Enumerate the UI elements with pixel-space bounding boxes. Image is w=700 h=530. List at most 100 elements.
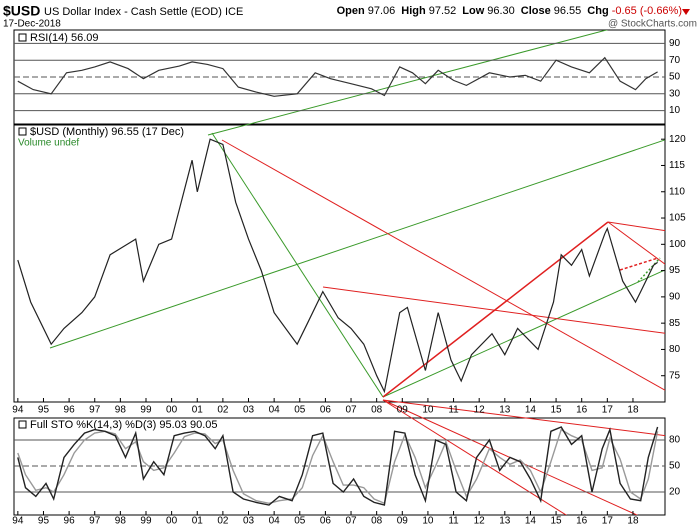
x-tick-label: 08 bbox=[371, 516, 383, 527]
volume-legend: Volume undef bbox=[18, 138, 79, 149]
x-tick-label: 02 bbox=[217, 516, 229, 527]
x-tick-label: 18 bbox=[627, 405, 639, 416]
x-tick-label: 94 bbox=[12, 405, 24, 416]
data-line bbox=[17, 56, 658, 97]
data-line bbox=[17, 426, 659, 506]
data-line bbox=[17, 428, 659, 505]
x-tick-label: 97 bbox=[89, 516, 101, 527]
trendline bbox=[637, 257, 661, 283]
date: 17-Dec-2018 bbox=[3, 19, 61, 30]
data-line bbox=[17, 138, 658, 394]
quote-label: Open bbox=[336, 5, 365, 17]
x-tick-label: 07 bbox=[345, 516, 357, 527]
trendline bbox=[382, 269, 665, 398]
panel-icon bbox=[18, 420, 27, 429]
x-tick-label: 98 bbox=[115, 405, 127, 416]
x-tick-label: 12 bbox=[474, 516, 486, 527]
y-tick-label: 20 bbox=[669, 487, 681, 498]
quote-value: 96.55 bbox=[553, 5, 582, 17]
x-tick-label: 01 bbox=[192, 516, 204, 527]
x-tick-label: 04 bbox=[269, 405, 281, 416]
trendline bbox=[607, 221, 665, 232]
x-tick-label: 95 bbox=[38, 405, 50, 416]
y-tick-label: 80 bbox=[669, 344, 681, 355]
quote-value: 97.52 bbox=[428, 5, 457, 17]
quote-label: Low bbox=[462, 5, 485, 17]
x-tick-label: 13 bbox=[499, 516, 511, 527]
trendline bbox=[221, 139, 665, 391]
x-tick-label: 00 bbox=[166, 405, 178, 416]
x-tick-label: 06 bbox=[320, 516, 332, 527]
x-tick-label: 04 bbox=[269, 516, 281, 527]
index-name: US Dollar Index - Cash Settle (EOD) ICE bbox=[44, 6, 243, 18]
x-tick-label: 96 bbox=[64, 516, 76, 527]
x-tick-label: 99 bbox=[140, 516, 152, 527]
y-tick-label: 90 bbox=[669, 38, 681, 49]
y-tick-label: 120 bbox=[669, 134, 686, 145]
quote-value: -0.65 (-0.66%) bbox=[611, 5, 682, 17]
trendlines bbox=[49, 30, 665, 515]
quote-label: Chg bbox=[587, 5, 609, 17]
y-tick-label: 115 bbox=[669, 160, 685, 171]
trendline bbox=[382, 399, 639, 515]
x-tick-label: 99 bbox=[140, 405, 152, 416]
x-tick-label: 09 bbox=[397, 405, 409, 416]
trendline bbox=[382, 399, 665, 437]
y-tick-label: 95 bbox=[669, 265, 681, 276]
x-tick-label: 16 bbox=[576, 516, 588, 527]
quote-label: High bbox=[401, 5, 426, 17]
x-tick-label: 98 bbox=[115, 516, 127, 527]
x-tick-label: 18 bbox=[627, 516, 639, 527]
x-tick-label: 01 bbox=[192, 405, 204, 416]
quote-label: Close bbox=[520, 5, 551, 17]
trendline bbox=[211, 132, 384, 398]
trendline bbox=[619, 257, 659, 271]
x-tick-label: 10 bbox=[422, 405, 434, 416]
x-tick-label: 14 bbox=[525, 405, 537, 416]
x-tick-label: 17 bbox=[602, 405, 614, 416]
x-tick-label: 11 bbox=[448, 405, 459, 416]
y-tick-label: 110 bbox=[669, 186, 685, 197]
x-tick-label: 00 bbox=[166, 516, 178, 527]
rsi-title: RSI(14) 56.09 bbox=[30, 32, 98, 44]
x-tick-label: 07 bbox=[345, 405, 357, 416]
panel-icon bbox=[18, 33, 27, 42]
down-arrow bbox=[682, 9, 690, 15]
trendline bbox=[49, 139, 665, 349]
x-tick-label: 16 bbox=[576, 405, 588, 416]
quote-value: 96.30 bbox=[487, 5, 515, 17]
x-tick-label: 05 bbox=[294, 405, 306, 416]
trendline bbox=[322, 286, 665, 334]
y-tick-label: 90 bbox=[669, 292, 681, 303]
symbol: $USD bbox=[3, 3, 40, 19]
panel-icon bbox=[18, 127, 27, 136]
x-tick-label: 13 bbox=[499, 405, 511, 416]
x-tick-label: 03 bbox=[243, 516, 255, 527]
x-tick-label: 11 bbox=[448, 516, 459, 527]
y-tick-label: 50 bbox=[669, 461, 681, 472]
y-tick-label: 85 bbox=[669, 318, 681, 329]
quote: Open 97.06 High 97.52 Low 96.30 Close 96.55 Chg -… bbox=[331, 5, 682, 17]
trendline bbox=[382, 221, 609, 398]
y-tick-label: 70 bbox=[669, 55, 681, 66]
x-tick-label: 94 bbox=[12, 516, 24, 527]
x-tick-label: 95 bbox=[38, 516, 50, 527]
trendline bbox=[382, 399, 568, 515]
x-tick-label: 15 bbox=[551, 405, 563, 416]
x-tick-label: 06 bbox=[320, 405, 332, 416]
x-tick-label: 14 bbox=[525, 516, 537, 527]
y-tick-label: 100 bbox=[669, 239, 686, 250]
x-tick-label: 96 bbox=[64, 405, 76, 416]
price-title: $USD (Monthly) 96.55 (17 Dec) bbox=[30, 126, 184, 138]
x-tick-label: 02 bbox=[217, 405, 229, 416]
x-tick-label: 08 bbox=[371, 405, 383, 416]
y-tick-label: 105 bbox=[669, 213, 686, 224]
y-tick-label: 50 bbox=[669, 72, 681, 83]
y-tick-label: 75 bbox=[669, 370, 681, 381]
x-tick-label: 97 bbox=[89, 405, 101, 416]
sto-title: Full STO %K(14,3) %D(3) 95.03 90.05 bbox=[30, 419, 218, 431]
x-tick-label: 05 bbox=[294, 516, 306, 527]
x-tick-label: 09 bbox=[397, 516, 409, 527]
